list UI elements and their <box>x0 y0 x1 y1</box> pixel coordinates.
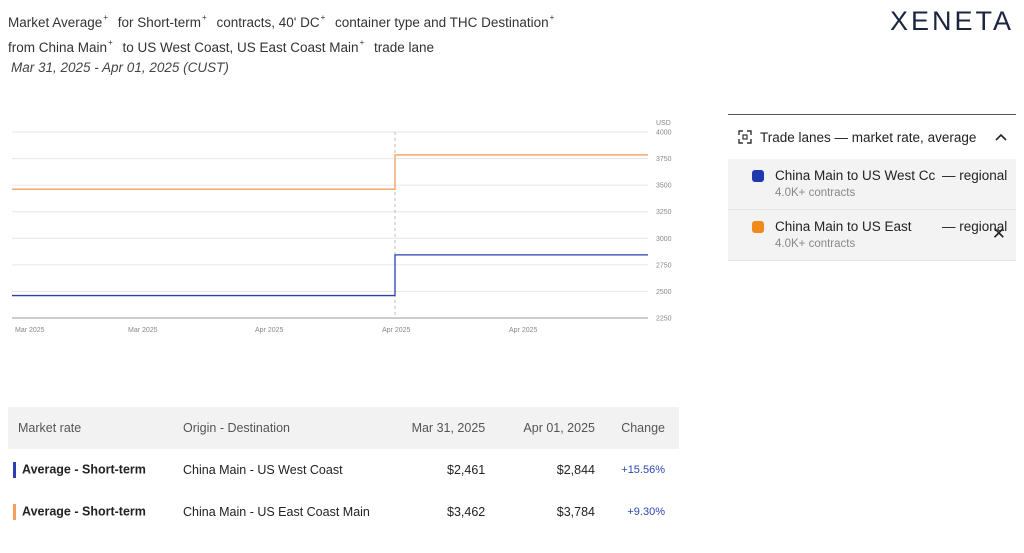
value-cell: $3,784 <box>556 505 595 519</box>
y-tick-label: 3750 <box>656 156 672 163</box>
table-row[interactable]: Average - Short-term China Main - US Wes… <box>8 449 679 491</box>
lane-name: China Main to US East <box>775 219 912 234</box>
header-line-2: from China Main+ to US West Coast, US Ea… <box>8 33 554 58</box>
header-line-1: Market Average+ for Short-term+ contract… <box>8 8 554 33</box>
origin-destination-cell: China Main - US West Coast <box>183 463 343 477</box>
header-text: from China Main <box>8 40 108 55</box>
table-row[interactable]: Average - Short-term China Main - US Eas… <box>8 491 679 533</box>
rates-table: Market rate Origin - Destination Mar 31,… <box>8 407 679 533</box>
lane-contracts: 4.0K+ contracts <box>775 238 856 250</box>
lane-color-swatch <box>752 170 764 182</box>
lane-name: China Main to US West Cc <box>775 168 936 183</box>
plus-marker[interactable]: + <box>359 38 365 47</box>
chevron-up-icon[interactable] <box>986 130 1016 144</box>
plus-marker[interactable]: + <box>108 38 113 47</box>
series-line <box>12 254 648 297</box>
value-cell: $3,462 <box>447 505 486 519</box>
col-market-rate[interactable]: Market rate <box>8 407 173 449</box>
series-color-bar <box>13 504 16 520</box>
x-tick-label: Mar 2025 <box>128 327 158 334</box>
rate-chart[interactable]: 4000 3750 3500 3250 3000 2750 2500 2250 USD Mar 2… <box>0 110 680 340</box>
rate-label: Average - Short-term <box>22 462 146 477</box>
series-line <box>12 154 648 190</box>
y-tick-label: 2250 <box>656 316 672 323</box>
x-tick-label: Apr 2025 <box>382 327 411 334</box>
header-text: to US West Coast, US East Coast Main <box>122 40 359 55</box>
value-cell: $2,844 <box>556 463 595 477</box>
y-tick-label: 3000 <box>656 236 672 243</box>
xeneta-logo: XENETA <box>889 6 1014 36</box>
header-text: contracts, 40' DC <box>216 15 320 30</box>
col-date-1[interactable]: Mar 31, 2025 <box>383 407 496 449</box>
close-icon[interactable]: ✕ <box>991 224 1006 243</box>
y-tick-label: 2750 <box>656 262 672 269</box>
x-tick-label: Apr 2025 <box>509 327 538 334</box>
x-tick-label: Apr 2025 <box>255 327 284 334</box>
market-rate-cell: Average - Short-term <box>8 449 173 491</box>
trade-lanes-title: Trade lanes — market rate, average <box>760 129 977 145</box>
lane-region: — regional <box>942 219 1008 234</box>
col-origin-destination[interactable]: Origin - Destination <box>173 407 383 449</box>
lane-region: — regional <box>942 168 1008 183</box>
header-text: for Short-term <box>117 15 202 30</box>
plus-marker[interactable]: + <box>320 13 326 22</box>
plus-marker[interactable]: + <box>103 13 108 22</box>
y-unit-label: USD <box>656 120 671 127</box>
lane-contracts: 4.0K+ contracts <box>775 187 856 199</box>
value-cell: $2,461 <box>447 463 486 477</box>
market-rate-cell: Average - Short-term <box>8 491 173 533</box>
series-color-bar <box>13 462 16 478</box>
header-text: Market Average <box>8 15 103 30</box>
rate-label: Average - Short-term <box>22 504 146 519</box>
date-range: Mar 31, 2025 - Apr 01, 2025 (CUST) <box>11 60 229 75</box>
y-tick-label: 3250 <box>656 209 672 216</box>
plus-marker[interactable]: + <box>549 13 555 22</box>
lane-item-west-coast[interactable]: China Main to US West Cc — regional 4.0K… <box>728 159 1016 210</box>
lane-item-east-coast[interactable]: China Main to US East — regional 4.0K+ c… <box>728 210 1016 261</box>
expand-icon[interactable] <box>738 130 752 144</box>
change-cell: +9.30% <box>627 506 665 518</box>
header-text: container type and THC Destination <box>335 15 549 30</box>
report-header: Market Average+ for Short-term+ contract… <box>8 8 554 78</box>
x-tick-label: Mar 2025 <box>15 327 45 334</box>
header-text: trade lane <box>374 40 435 55</box>
table-header-row: Market rate Origin - Destination Mar 31,… <box>8 407 679 449</box>
y-tick-label: 4000 <box>656 130 672 137</box>
y-tick-label: 3500 <box>656 183 672 190</box>
origin-destination-cell: China Main - US East Coast Main <box>183 505 370 519</box>
col-change[interactable]: Change <box>605 407 679 449</box>
y-tick-label: 2500 <box>656 289 672 296</box>
col-date-2[interactable]: Apr 01, 2025 <box>495 407 605 449</box>
trade-lanes-panel: Trade lanes — market rate, average China… <box>728 114 1016 261</box>
lane-color-swatch <box>752 221 764 233</box>
trade-lanes-header: Trade lanes — market rate, average <box>728 115 1016 159</box>
change-cell: +15.56% <box>621 464 665 476</box>
plus-marker[interactable]: + <box>202 13 207 22</box>
